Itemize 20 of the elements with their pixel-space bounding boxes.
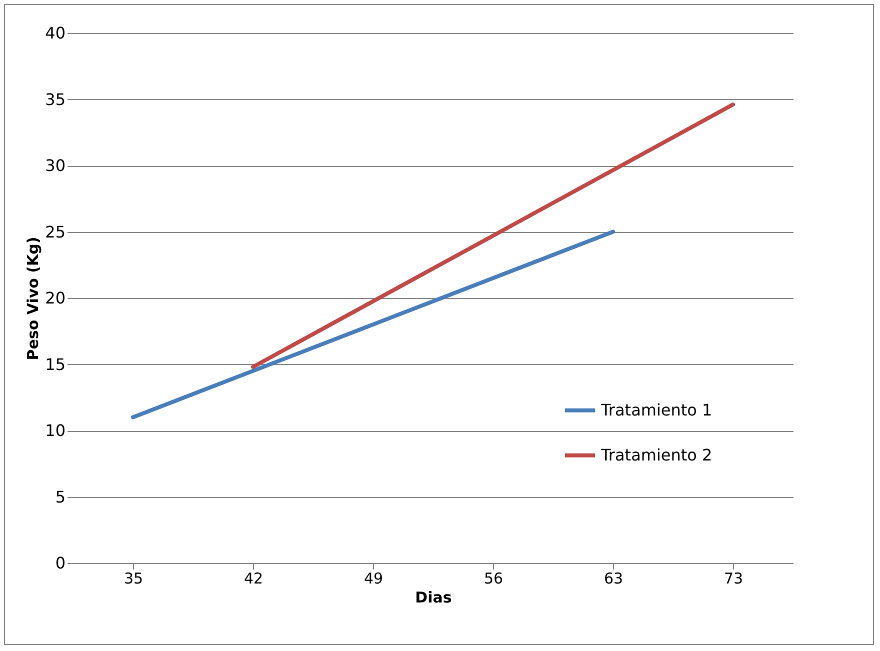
x-axis-title: Dias <box>415 588 452 606</box>
x-tick-label: 35 <box>124 570 144 588</box>
y-tick-label: 15 <box>45 354 66 374</box>
y-tick-label: 20 <box>45 288 66 308</box>
y-tick-label: 5 <box>55 487 66 506</box>
y-axis-title: Peso Vivo (Kg) <box>24 236 42 360</box>
x-tick-label: 49 <box>364 570 384 588</box>
y-tick-label: 25 <box>45 222 66 242</box>
y-tick-label: 30 <box>45 156 66 175</box>
y-tick-label: 10 <box>45 421 66 440</box>
x-tick-label: 73 <box>724 570 744 588</box>
y-tick-label: 35 <box>45 90 66 109</box>
x-tick-label: 42 <box>244 570 264 588</box>
legend-label: Tratamiento 2 <box>600 445 712 464</box>
legend-label: Tratamiento 1 <box>600 400 712 420</box>
line-series <box>251 102 735 369</box>
x-tick-label: 63 <box>604 570 624 588</box>
y-tick-label: 40 <box>45 24 66 42</box>
x-tick-label: 56 <box>484 570 504 588</box>
y-tick-label: 0 <box>55 554 66 572</box>
